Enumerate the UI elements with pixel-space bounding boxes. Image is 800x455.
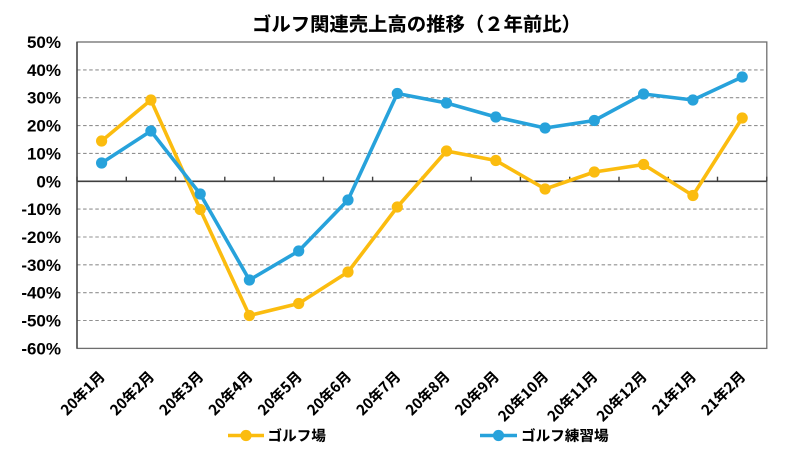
- svg-text:-20%: -20%: [21, 228, 61, 247]
- svg-text:-40%: -40%: [21, 284, 61, 303]
- svg-text:40%: 40%: [27, 61, 61, 80]
- svg-text:-50%: -50%: [21, 312, 61, 331]
- svg-text:-10%: -10%: [21, 200, 61, 219]
- svg-text:50%: 50%: [27, 33, 61, 52]
- svg-text:30%: 30%: [27, 89, 61, 108]
- svg-text:-30%: -30%: [21, 256, 61, 275]
- svg-text:10%: 10%: [27, 144, 61, 163]
- svg-text:0%: 0%: [36, 172, 61, 191]
- svg-text:20%: 20%: [27, 117, 61, 136]
- svg-text:-60%: -60%: [21, 339, 61, 358]
